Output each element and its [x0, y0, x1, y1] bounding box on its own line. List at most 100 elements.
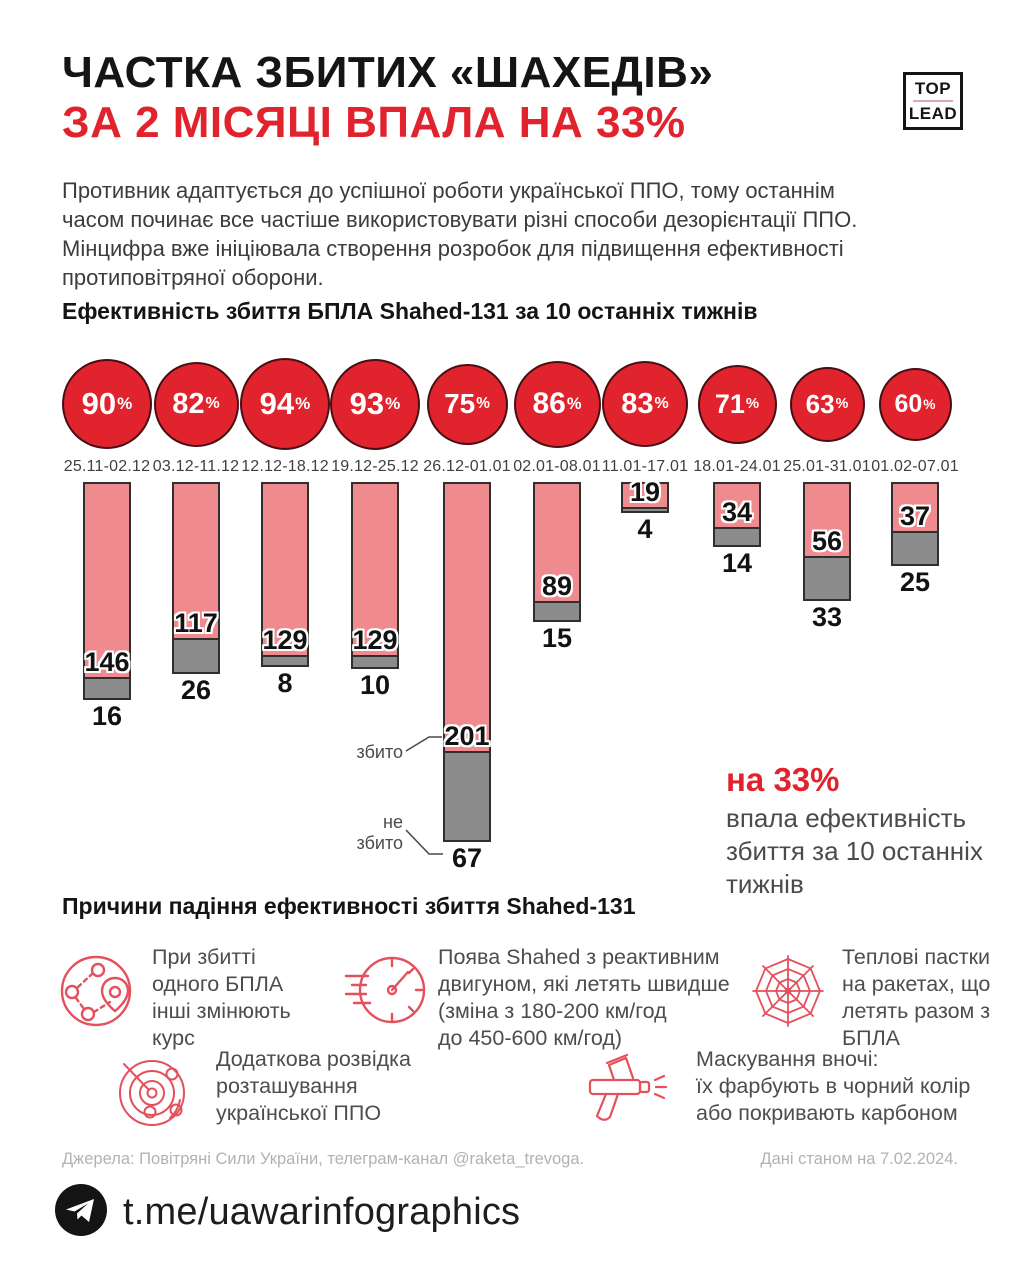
shot-down-bar: 146 [83, 482, 131, 678]
shot-down-value: 89 [541, 571, 573, 601]
shahed-efficiency-chart: 90% 25.11-02.12 146 16 82% 03.12-11.12 117 26 94… [0, 352, 1020, 882]
week-dates: 03.12-11.12 [152, 458, 240, 475]
shot-down-bar: 129 [261, 482, 309, 656]
week-dates: 25.11-02.12 [63, 458, 151, 475]
intro-line: Мінцифра вже ініціювала створення розроб… [62, 236, 844, 261]
reason-text: Додаткова розвідка розташування українськ… [216, 1047, 411, 1125]
week-dates: 01.02-07.01 [871, 458, 959, 475]
shot-down-bar: 56 [803, 482, 851, 557]
bar-stack: 37 25 [891, 482, 939, 596]
not-shot-down-value: 15 [541, 623, 573, 653]
not-shot-down-value: 8 [277, 668, 293, 698]
shot-down-value: 129 [262, 625, 308, 655]
week-column: 83% 11.01-17.01 19 4 [600, 352, 690, 543]
legend-not-shot-down-label: не збито [356, 812, 403, 853]
shot-down-value: 129 [352, 625, 398, 655]
reason-item: Додаткова розвідка розташування українськ… [110, 1046, 411, 1145]
radar-icon [110, 1046, 200, 1145]
not-shot-down-bar: 10 [351, 656, 399, 699]
intro-paragraph: Противник адаптується до успішної роботи… [62, 176, 952, 292]
shot-down-value: 201 [444, 721, 490, 751]
efficiency-circle: 71% [697, 364, 777, 444]
reason-item: Теплові пастки на ракетах, що летять разо… [748, 944, 990, 1052]
channel-banner: t.me/uawarinfographics [55, 1184, 520, 1241]
shot-down-bar: 89 [533, 482, 581, 602]
legend-shot-down-label: збито [356, 742, 403, 762]
bar-stack: 34 14 [713, 482, 761, 577]
week-dates: 25.01-31.01 [783, 458, 871, 475]
not-shot-down-value: 10 [359, 670, 391, 700]
chart-section-title: Ефективність збиття БПЛА Shahed-131 за 1… [62, 298, 758, 324]
route-change-icon [58, 944, 138, 1052]
week-dates: 18.01-24.01 [693, 458, 781, 475]
bar-stack: 19 4 [621, 479, 669, 543]
efficiency-circle: 82% [153, 361, 239, 447]
intro-line: протиповітряної оборони. [62, 265, 324, 290]
reason-item: Поява Shahed з реактивним двигуном, які л… [344, 944, 730, 1052]
channel-link[interactable]: t.me/uawarinfographics [123, 1191, 521, 1233]
not-shot-down-bar: 14 [713, 528, 761, 577]
telegram-icon [55, 1184, 107, 1241]
shot-down-value: 117 [174, 608, 218, 638]
week-column: 63% 25.01-31.01 56 33 [782, 352, 872, 631]
shot-down-value: 34 [721, 497, 753, 527]
intro-line: Противник адаптується до успішної роботи… [62, 178, 835, 203]
week-column: 90% 25.11-02.12 146 16 [62, 352, 152, 730]
leader-lines [405, 736, 443, 855]
not-shot-down-value: 26 [180, 675, 212, 705]
not-shot-down-value: 67 [451, 843, 483, 873]
reason-text: При збитті одного БПЛА інші змінюють курс [152, 945, 291, 1050]
efficiency-circle: 63% [789, 366, 865, 442]
efficiency-circle: 90% [62, 359, 152, 449]
toplead-logo-divider [913, 100, 953, 102]
shot-down-bar: 117 [172, 482, 220, 639]
speedometer-icon [344, 944, 426, 1052]
not-shot-down-value: 14 [721, 548, 753, 578]
sources-note: Джерела: Повітряні Сили України, телегра… [62, 1150, 585, 1168]
not-shot-down-bar: 8 [261, 656, 309, 697]
week-column: 60% 01.02-07.01 37 25 [870, 352, 960, 596]
spray-gun-icon [578, 1046, 678, 1145]
week-dates: 26.12-01.01 [423, 458, 511, 475]
efficiency-circle: 75% [426, 363, 508, 445]
flare-web-icon [748, 944, 828, 1052]
not-shot-down-bar: 25 [891, 532, 939, 596]
drop-callout-highlight: на 33% [726, 761, 840, 798]
shot-down-bar: 201 [443, 482, 491, 752]
page-title-line1: ЧАСТКА ЗБИТИХ «ШАХЕДІВ» [62, 48, 714, 97]
reason-item: Маскування вночі: їх фарбують в чорний ко… [578, 1046, 970, 1145]
shot-down-bar: 129 [351, 482, 399, 656]
not-shot-down-bar: 33 [803, 557, 851, 631]
page-title-line2: ЗА 2 МІСЯЦІ ВПАЛА НА 33% [62, 98, 686, 147]
efficiency-circle: 83% [602, 361, 688, 447]
page-title: ЧАСТКА ЗБИТИХ «ШАХЕДІВ» ЗА 2 МІСЯЦІ ВПАЛ… [62, 48, 962, 148]
shot-down-bar: 37 [891, 482, 939, 532]
week-column: 86% 02.01-08.01 89 15 [512, 352, 602, 652]
not-shot-down-bar: 67 [443, 752, 491, 872]
not-shot-down-value: 33 [811, 602, 843, 632]
week-column: 82% 03.12-11.12 117 26 [151, 352, 241, 704]
data-as-of-note: Дані станом на 7.02.2024. [760, 1150, 958, 1168]
not-shot-down-bar: 16 [83, 678, 131, 730]
week-column: 75% 26.12-01.01 201 67 [422, 352, 512, 872]
week-dates: 12.12-18.12 [241, 458, 329, 475]
shot-down-bar: 19 [621, 479, 669, 508]
efficiency-circle: 93% [330, 358, 420, 450]
toplead-logo: TOP LEAD [903, 72, 963, 130]
reason-text: Поява Shahed з реактивним двигуном, які л… [438, 945, 730, 1050]
not-shot-down-value: 4 [637, 514, 653, 544]
drop-callout-text: впала ефективність збиття за 10 останніх… [726, 803, 983, 899]
bar-stack: 56 33 [803, 482, 851, 631]
reasons-section-title: Причини падіння ефективності збиття Shah… [62, 893, 636, 919]
reason-item: При збитті одного БПЛА інші змінюють курс [58, 944, 291, 1052]
drop-callout: на 33% впала ефективність збиття за 10 о… [726, 762, 986, 901]
bar-stack: 89 15 [533, 482, 581, 652]
week-dates: 11.01-17.01 [601, 458, 689, 475]
shot-down-value: 56 [811, 526, 843, 556]
week-column: 94% 12.12-18.12 129 8 [240, 352, 330, 697]
not-shot-down-bar: 26 [172, 639, 220, 704]
bar-stack: 117 26 [172, 482, 220, 704]
bar-stack: 201 67 [443, 482, 491, 872]
efficiency-circle: 86% [513, 360, 601, 448]
reason-text: Теплові пастки на ракетах, що летять разо… [842, 945, 991, 1050]
